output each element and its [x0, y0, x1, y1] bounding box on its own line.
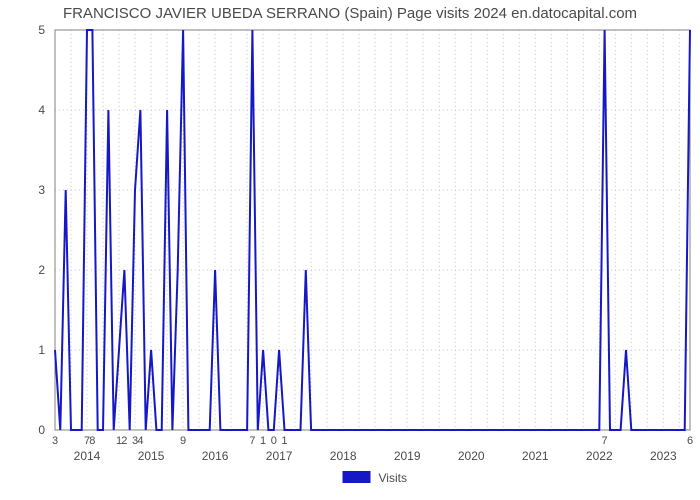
svg-text:2022: 2022 [586, 449, 613, 463]
svg-text:2019: 2019 [394, 449, 421, 463]
x-axis-ticks: 2014 2015 2016 2017 2018 2019 2020 2021 2022 2023 [74, 449, 677, 463]
svg-text:2: 2 [121, 435, 127, 447]
svg-text:7: 7 [602, 435, 608, 447]
svg-text:1: 1 [38, 343, 45, 357]
svg-text:2023: 2023 [650, 449, 677, 463]
chart-title: FRANCISCO JAVIER UBEDA SERRANO (Spain) P… [63, 5, 637, 22]
svg-text:8: 8 [89, 435, 95, 447]
svg-text:1: 1 [281, 435, 287, 447]
svg-text:2020: 2020 [458, 449, 485, 463]
svg-text:4: 4 [137, 435, 143, 447]
legend-swatch [343, 471, 371, 483]
svg-text:2015: 2015 [138, 449, 165, 463]
legend-label: Visits [379, 471, 407, 485]
legend: Visits [343, 471, 407, 485]
y-axis-ticks: 0 1 2 3 4 5 [38, 23, 45, 437]
svg-text:5: 5 [38, 23, 45, 37]
svg-text:1: 1 [260, 435, 266, 447]
svg-text:4: 4 [38, 103, 45, 117]
svg-text:6: 6 [687, 435, 693, 447]
svg-text:0: 0 [271, 435, 277, 447]
svg-text:3: 3 [52, 435, 58, 447]
minor-gridlines [55, 30, 679, 430]
svg-text:2016: 2016 [202, 449, 229, 463]
svg-text:2017: 2017 [266, 449, 293, 463]
svg-text:9: 9 [180, 435, 186, 447]
visits-line [55, 30, 690, 430]
svg-text:2018: 2018 [330, 449, 357, 463]
svg-text:2: 2 [38, 263, 45, 277]
svg-text:2014: 2014 [74, 449, 101, 463]
svg-text:3: 3 [38, 183, 45, 197]
x-value-labels: 37812349710176 [52, 435, 693, 447]
svg-text:7: 7 [249, 435, 255, 447]
svg-text:0: 0 [38, 423, 45, 437]
svg-text:2021: 2021 [522, 449, 549, 463]
